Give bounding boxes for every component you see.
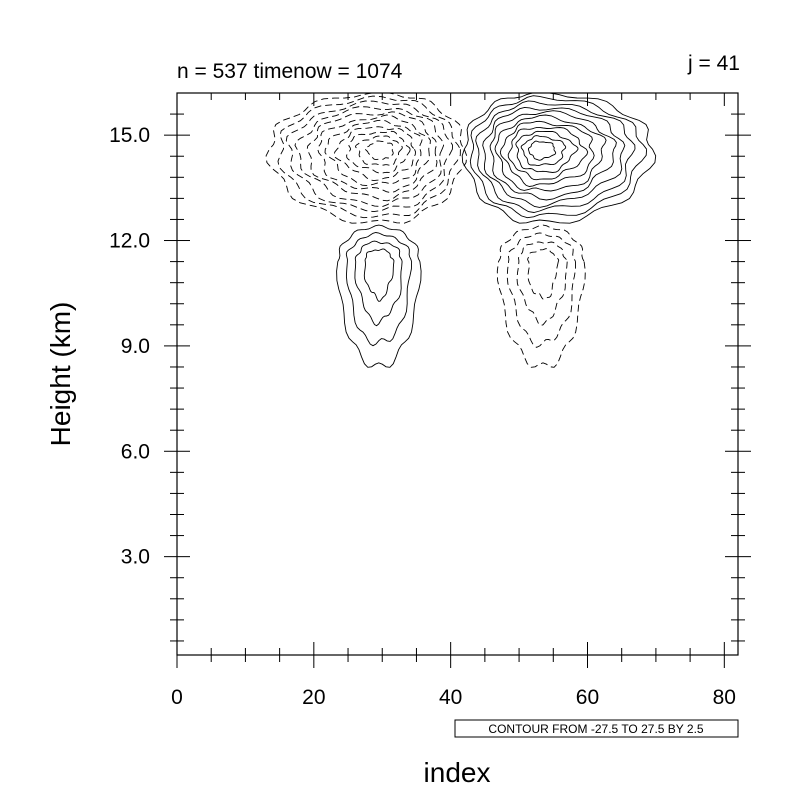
x-tick-label: 20 [302,686,325,709]
positive-contour-line [507,126,589,181]
x-tick-label: 80 [713,686,736,709]
positive-contour-line [499,120,595,187]
negative-contour-line [285,100,453,213]
negative-contour-line [364,140,394,160]
plot-frame [176,92,739,656]
contour-info-box [454,719,739,738]
negative-contour-line [506,232,576,348]
negative-contour-line [516,241,568,327]
positive-contour-line [354,240,403,327]
axis-ticks [164,93,751,668]
negative-contour-line [324,119,423,187]
contour-info-label: CONTOUR FROM -27.5 TO 27.5 BY 2.5 [488,722,704,736]
positive-contour-line [461,92,657,224]
y-tick-label: 3.0 [121,546,150,569]
positive-contour-line [469,95,648,219]
x-tick-label: 40 [439,686,462,709]
positive-contour-line [489,110,617,201]
positive-contour-line [520,135,567,167]
x-axis-label: index [424,757,491,788]
x-tick-label: 0 [171,686,183,709]
y-tick-label: 15.0 [109,124,150,147]
positive-contour-line [363,248,395,302]
positive-contour-line [515,130,579,173]
positive-contour-line [336,224,422,368]
contour-lines [265,92,657,368]
negative-contour-line [294,106,445,208]
negative-contour-line [306,111,438,202]
negative-contour-line [355,135,403,166]
positive-contour-line [475,100,636,213]
x-tick-label: 60 [576,686,599,709]
positive-contour-line [482,106,626,208]
axis-tick-labels: 0 20 40 60 80 3.0 6.0 9.0 12.0 15.0 [109,124,736,709]
negative-contour-line [277,95,461,219]
y-tick-label: 9.0 [121,335,150,358]
positive-contour-line [345,232,413,347]
negative-contour-line [265,92,468,224]
negative-contour-line [346,130,411,174]
y-tick-label: 12.0 [109,230,150,253]
negative-contour-line [317,114,431,194]
positive-contour-line [494,114,607,192]
chart-title-left: n = 537 timenow = 1074 [177,60,403,83]
chart-title-right: j = 41 [687,52,740,75]
y-axis-label: Height (km) [45,302,76,447]
y-tick-label: 6.0 [121,440,150,463]
negative-contour-line [496,224,586,368]
negative-contour-line [527,248,560,300]
positive-contour-line [527,140,557,161]
negative-contour-line [333,126,416,182]
